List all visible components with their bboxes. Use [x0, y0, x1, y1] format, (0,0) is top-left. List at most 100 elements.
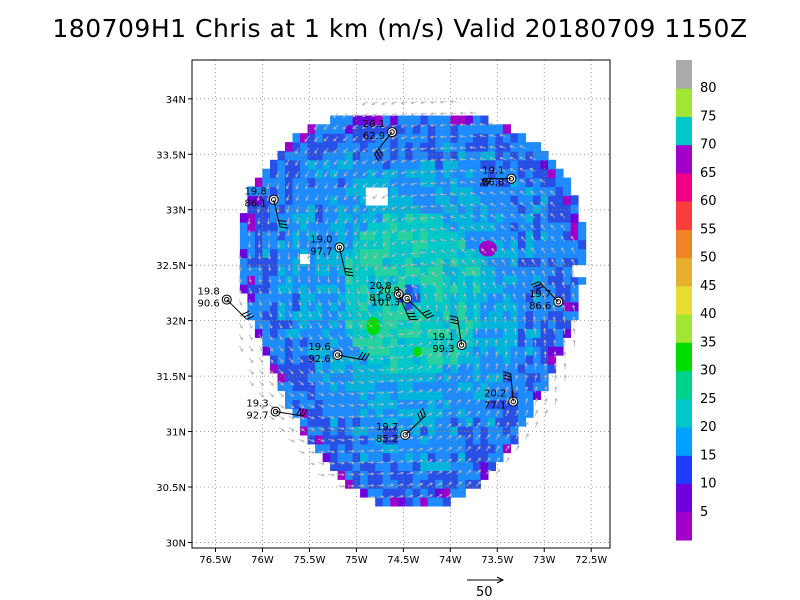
longitude-tick-label: 72.5W — [575, 555, 607, 566]
colorbar-segment — [676, 511, 692, 541]
dropsonde-marker: 20.881.9 — [369, 281, 418, 321]
latitude-tick-label: 31.5N — [156, 372, 186, 383]
longitude-tick-label: 74W — [439, 555, 462, 566]
latitude-tick-label: 30.5N — [156, 483, 186, 494]
dropsonde-marker: 19.785.2 — [376, 408, 426, 445]
dropsonde-bottom-value: 90.6 — [197, 299, 219, 310]
longitude-tick-label: 76W — [251, 555, 274, 566]
colorbar-label: 25 — [700, 392, 717, 407]
dropsonde-marker: 19.786.6 — [529, 281, 564, 312]
dropsonde-bottom-value: 62.9 — [363, 131, 385, 142]
dropsonde-marker: 19.097.7 — [310, 234, 354, 277]
longitude-tick-label: 75.5W — [293, 555, 325, 566]
dropsonde-marker: 19.186.8 — [480, 166, 517, 189]
colorbar-label: 35 — [700, 335, 717, 350]
dropsonde-layer: 20.162.919.186.819.886.119.097.719.890.6… — [197, 119, 564, 445]
latitude-tick-label: 31N — [166, 428, 186, 439]
dropsonde-bottom-value: 86.8 — [482, 178, 504, 189]
dropsonde-marker: 19.886.1 — [244, 187, 289, 229]
dropsonde-marker: 20.277.1 — [484, 371, 519, 412]
colorbar-label: 5 — [700, 505, 708, 520]
longitude-tick-label: 73.5W — [481, 555, 513, 566]
colorbar-label: 45 — [700, 279, 717, 294]
longitude-tick-label: 76.5W — [199, 555, 231, 566]
colorbar-label: 55 — [700, 222, 717, 237]
colorbar-label: 40 — [700, 307, 717, 322]
dropsonde-top-value: 19.0 — [310, 234, 332, 245]
dropsonde-bottom-value: 85.2 — [376, 434, 398, 445]
vector-scale: 50 — [467, 576, 505, 600]
colorbar-segment — [676, 455, 692, 484]
latitude-tick-label: 34N — [166, 95, 186, 106]
colorbar-label: 75 — [700, 110, 717, 125]
dropsonde-marker: 19.199.3 — [432, 315, 467, 355]
colorbar-label: 30 — [700, 364, 717, 379]
dropsonde-top-value: 19.7 — [529, 289, 551, 300]
latitude-tick-label: 30N — [166, 538, 186, 549]
dropsonde-bottom-value: 101.3 — [371, 297, 400, 308]
colorbar-segment — [676, 342, 692, 372]
wind-vectors — [238, 100, 576, 499]
colorbar-label: 65 — [700, 166, 717, 181]
plot-frame — [191, 59, 611, 549]
dropsonde-bottom-value: 92.6 — [308, 354, 330, 365]
colorbar-segment — [676, 116, 692, 146]
colorbar-segment — [676, 257, 692, 287]
colorbar-label: 50 — [700, 251, 717, 266]
colorbar-segment — [676, 144, 692, 174]
colorbar-label: 15 — [700, 448, 717, 463]
longitude-tick-label: 73W — [533, 555, 556, 566]
colorbar-segment — [676, 427, 692, 456]
dropsonde-bottom-value: 86.1 — [244, 199, 266, 210]
dropsonde-top-value: 20.2 — [484, 389, 506, 400]
dropsonde-top-value: 19.8 — [197, 287, 219, 298]
colorbar-segment — [676, 483, 692, 513]
colorbar-segment — [676, 60, 692, 89]
vector-scale-label: 50 — [476, 585, 493, 600]
figure-title: 180709H1 Chris at 1 km (m/s) Valid 20180… — [52, 14, 748, 43]
longitude-tick-label: 75W — [345, 555, 368, 566]
latitude-axis: 30N 30.5N 31N 31.5N 32N 32.5N 33N 33.5N 34N — [156, 95, 192, 549]
colorbar-label: 20 — [700, 420, 717, 435]
latitude-tick-label: 32N — [166, 317, 186, 328]
colorbar-segment — [676, 398, 692, 428]
dropsonde-top-value: 19.3 — [246, 399, 268, 410]
dropsonde-bottom-value: 99.3 — [432, 344, 454, 355]
dropsonde-marker: 19.890.6 — [197, 287, 255, 320]
colorbar-label: 70 — [700, 138, 717, 153]
latitude-tick-label: 33.5N — [156, 150, 186, 161]
colorbar-segment — [676, 370, 692, 400]
dropsonde-top-value: 20.9 — [378, 285, 400, 296]
dropsonde-bottom-value: 92.7 — [246, 411, 268, 422]
dropsonde-top-value: 19.1 — [432, 332, 454, 343]
dropsonde-top-value: 19.1 — [482, 166, 504, 177]
colorbar-label: 80 — [700, 81, 717, 96]
dropsonde-bottom-value: 86.6 — [529, 301, 551, 312]
latitude-tick-label: 32.5N — [156, 261, 186, 272]
colorbar-label: 60 — [700, 194, 717, 209]
dropsonde-bottom-value: 81.9 — [369, 293, 391, 304]
colorbar-segment — [676, 201, 692, 230]
latitude-tick-label: 33N — [166, 206, 186, 217]
colorbar-segment — [676, 88, 692, 117]
dropsonde-top-value: 19.8 — [244, 187, 266, 198]
vector-scale-arrowhead — [496, 576, 505, 584]
dropsonde-marker: 19.392.7 — [246, 399, 308, 422]
colorbar-segment — [676, 285, 692, 315]
longitude-axis: 76.5W 76W 75.5W 75W 74.5W 74W 73.5W 73W 72.5W — [199, 548, 607, 566]
colorbar-segment — [676, 229, 692, 259]
longitude-tick-label: 74.5W — [387, 555, 419, 566]
dropsonde-bottom-value: 97.7 — [310, 246, 332, 257]
dropsonde-bottom-value: 77.1 — [484, 401, 506, 412]
dropsonde-marker: 20.162.9 — [363, 119, 398, 162]
dropsonde-top-value: 19.6 — [308, 342, 330, 353]
dropsonde-top-value: 20.1 — [363, 119, 385, 130]
dropsonde-top-value: 19.7 — [376, 422, 398, 433]
colorbar-label: 10 — [700, 477, 717, 492]
dropsonde-marker: 19.692.6 — [308, 342, 370, 365]
colorbar: 5 10 15 20 25 30 35 40 45 50 55 60 65 70 75 80 — [676, 60, 717, 541]
colorbar-segment — [676, 172, 692, 202]
colorbar-segment — [676, 314, 692, 343]
